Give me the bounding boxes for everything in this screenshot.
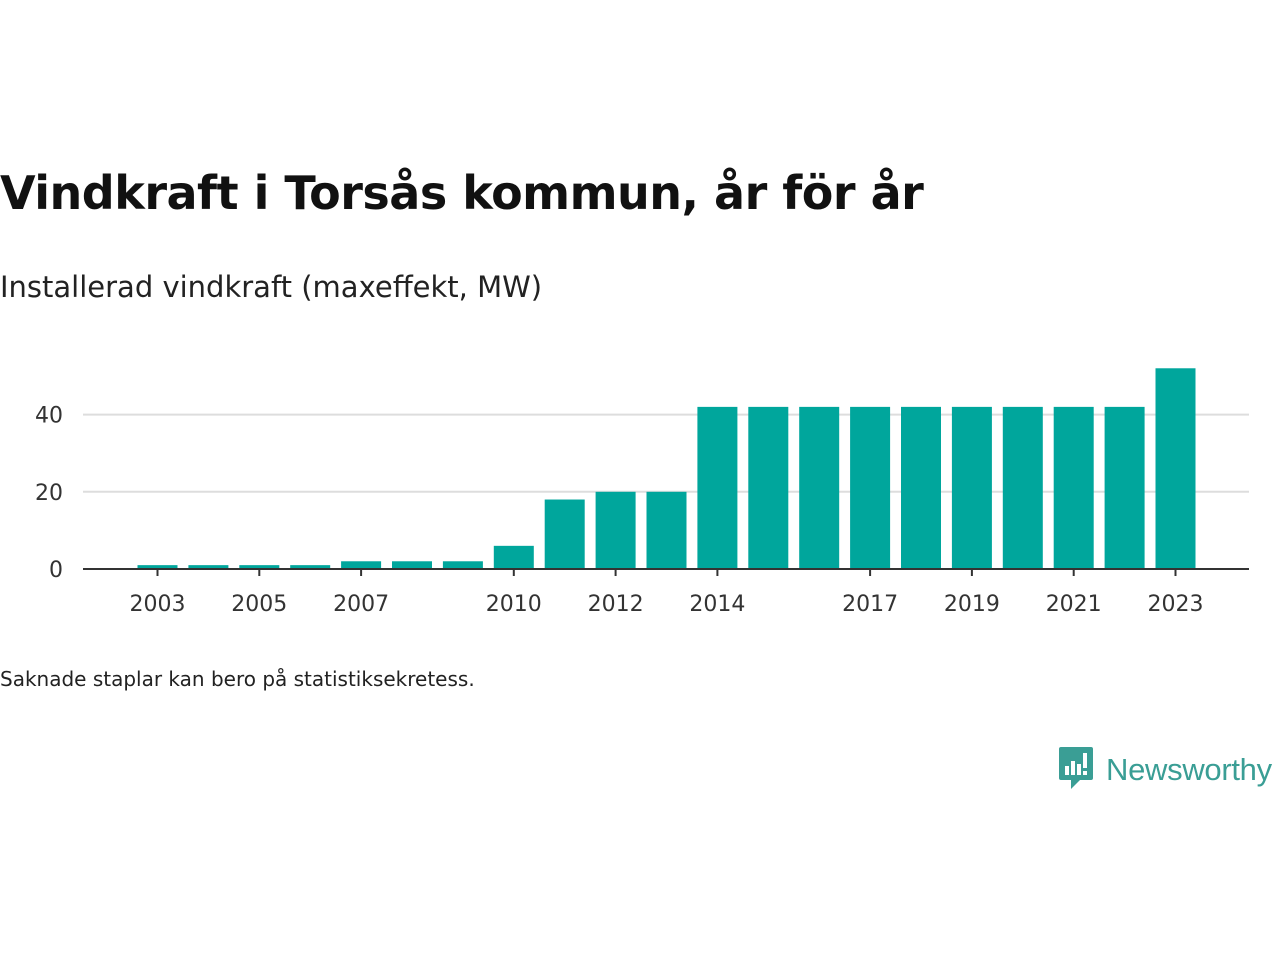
- x-tick-label: 2017: [842, 592, 898, 617]
- chart-subtitle: Installerad vindkraft (maxeffekt, MW): [0, 270, 543, 304]
- x-tick-label: 2012: [588, 592, 644, 617]
- x-tick-labels: 2003 2005 2007 2010 2012 2014 2017 2019 2021 2023: [130, 592, 1204, 617]
- x-tick-label: 2005: [231, 592, 287, 617]
- y-tick-label: 40: [35, 404, 63, 429]
- x-tick-label: 2014: [689, 592, 745, 617]
- bar-2018: [901, 406, 941, 569]
- bar-2007: [341, 561, 382, 569]
- bar-2005: [239, 565, 280, 569]
- footnote: Saknade staplar kan bero på statistiksek…: [0, 667, 475, 691]
- bar-2017: [850, 406, 891, 569]
- brand-logo[interactable]: Newsworthy: [1058, 746, 1272, 794]
- x-tick-label: 2023: [1148, 592, 1204, 617]
- x-tick-label: 2021: [1046, 592, 1102, 617]
- bar-2020: [1002, 406, 1043, 569]
- newsworthy-logo-icon: [1058, 745, 1094, 795]
- bar-2006: [290, 565, 331, 569]
- bar-2004: [188, 565, 229, 569]
- y-tick-label: 0: [49, 558, 63, 583]
- bar-2021: [1053, 406, 1094, 569]
- bar-2014: [697, 406, 738, 569]
- y-tick-labels: 0 20 40: [35, 404, 63, 583]
- bar-2019: [951, 406, 992, 569]
- x-tick-label: 2003: [130, 592, 186, 617]
- bar-2023: [1155, 368, 1196, 569]
- y-tick-label: 20: [35, 481, 63, 506]
- x-tick-label: 2007: [333, 592, 389, 617]
- chart-title: Vindkraft i Torsås kommun, år för år: [0, 166, 924, 220]
- bar-2012: [595, 491, 636, 569]
- bar-2016: [799, 406, 840, 569]
- bar-2022: [1104, 406, 1145, 569]
- axes: [83, 568, 1249, 576]
- x-tick-label: 2019: [944, 592, 1000, 617]
- bar-2015: [748, 406, 789, 569]
- bar-2003: [137, 565, 178, 569]
- brand-name: Newsworthy: [1106, 752, 1272, 787]
- bar-2013: [646, 491, 687, 569]
- x-tick-label: 2010: [486, 592, 542, 617]
- bar-2008: [392, 561, 432, 569]
- bar-2009: [442, 561, 483, 569]
- bar-2011: [544, 499, 585, 569]
- bar-2010: [493, 545, 534, 569]
- bars: [137, 368, 1196, 569]
